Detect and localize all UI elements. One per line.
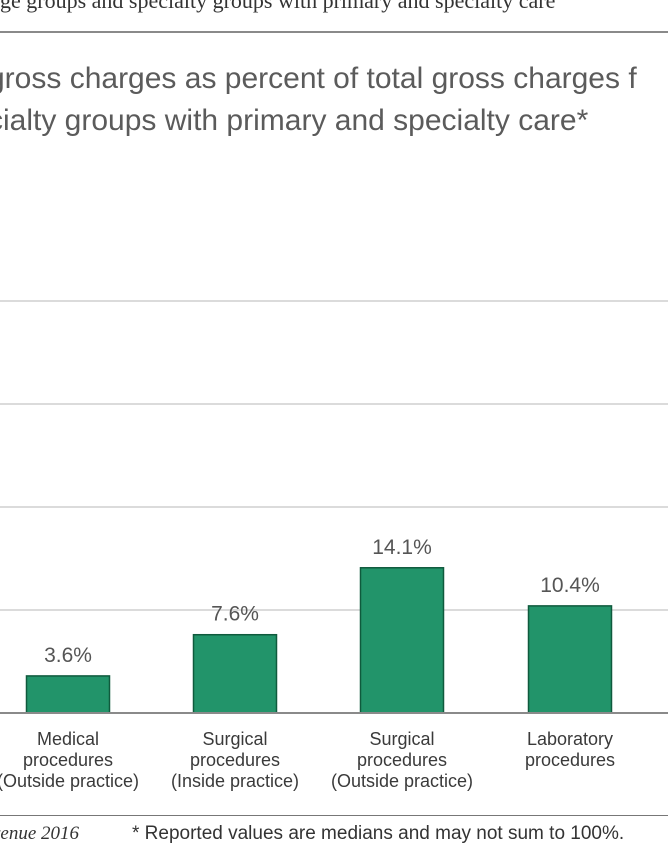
x-tick-label: (Inside practice) bbox=[171, 771, 299, 791]
top-cropped-text: ge groups and specialty groups with prim… bbox=[0, 0, 556, 13]
bar bbox=[192, 633, 278, 714]
value-label: 14.1% bbox=[372, 536, 432, 559]
x-tick-label: Laboratory bbox=[527, 729, 613, 749]
value-label: 7.6% bbox=[211, 603, 259, 626]
chart-title: gross charges as percent of total gross … bbox=[0, 58, 668, 142]
x-tick-label: procedures bbox=[357, 750, 447, 770]
chart-title-line-2: cialty groups with primary and specialty… bbox=[0, 104, 589, 137]
footnote: * Reported values are medians and may no… bbox=[132, 823, 625, 844]
top-divider bbox=[0, 31, 668, 33]
footer-divider bbox=[0, 815, 668, 816]
bar bbox=[359, 567, 445, 714]
bar bbox=[25, 675, 111, 714]
chart-title-line-1: gross charges as percent of total gross … bbox=[0, 62, 637, 95]
x-tick-label: procedures bbox=[23, 750, 113, 770]
value-label: 3.6% bbox=[44, 644, 92, 667]
x-tick-label: Medical bbox=[37, 729, 99, 749]
source-note: venue 2016 bbox=[0, 823, 80, 844]
bar bbox=[527, 605, 613, 714]
x-tick-label: (Outside practice) bbox=[0, 771, 139, 791]
value-label: 10.4% bbox=[540, 574, 600, 597]
x-tick-label: procedures bbox=[190, 750, 280, 770]
x-tick-label: procedures bbox=[525, 750, 615, 770]
x-tick-label: Surgical bbox=[202, 729, 267, 749]
x-tick-label: (Outside practice) bbox=[331, 771, 473, 791]
x-tick-label: Surgical bbox=[369, 729, 434, 749]
